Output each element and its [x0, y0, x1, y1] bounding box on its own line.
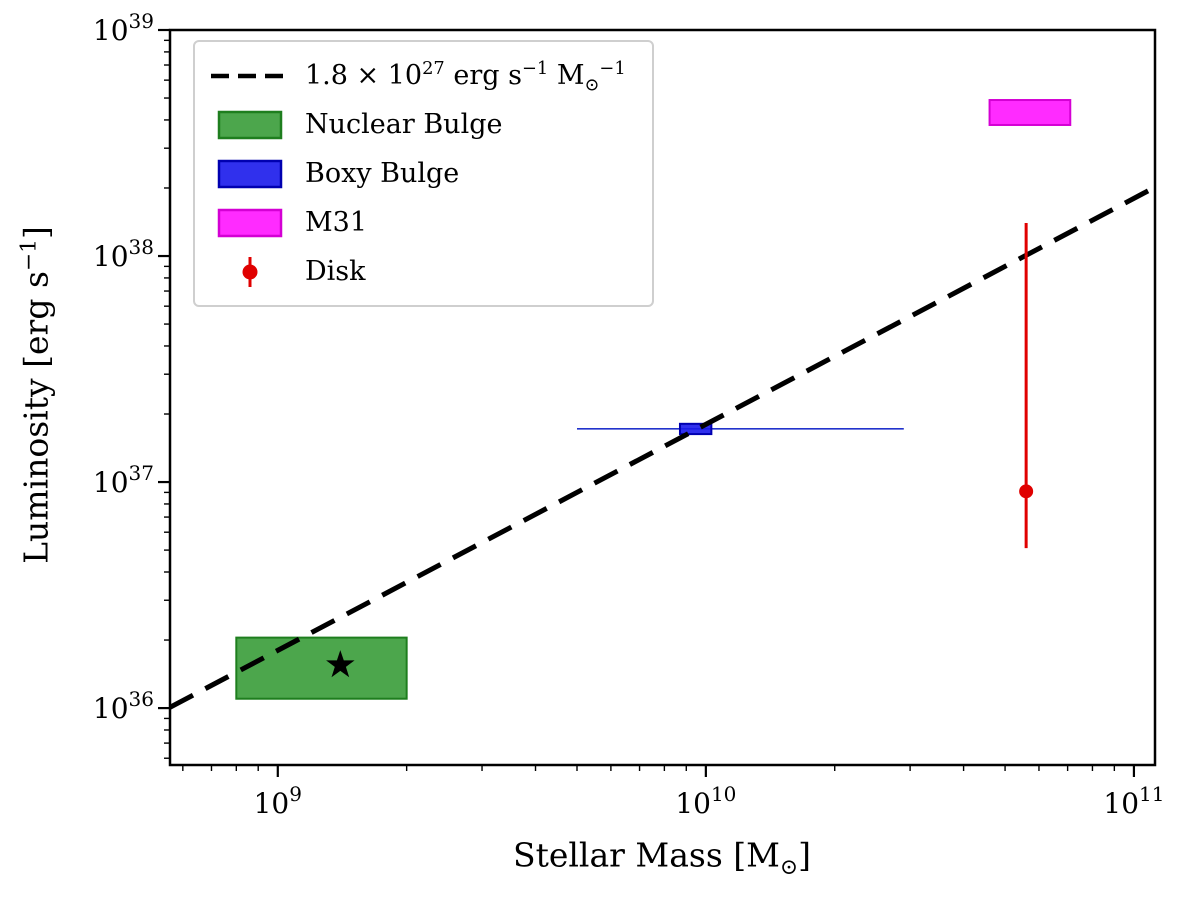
- legend-item: M31: [209, 199, 626, 246]
- legend-item: Nuclear Bulge: [209, 101, 626, 148]
- y-tick-label: 1039: [93, 9, 154, 47]
- y-tick-label: 1037: [93, 461, 154, 499]
- errorbar-point-swatch: [209, 254, 291, 290]
- legend: 1.8 × 1027 erg s−1 M⊙−1 Nuclear Bulge Boxy…: [193, 40, 654, 307]
- m31-box: [988, 99, 1072, 126]
- legend-label: Boxy Bulge: [305, 158, 460, 189]
- reference-line: [168, 184, 1157, 710]
- x-tick-label: 1010: [675, 782, 736, 820]
- legend-label: Disk: [305, 256, 366, 287]
- disk-point: [1019, 484, 1034, 499]
- x-tick-label: 109: [254, 782, 302, 820]
- legend-item: Boxy Bulge: [209, 150, 626, 197]
- legend-label: Nuclear Bulge: [305, 109, 503, 140]
- y-tick-label: 1036: [93, 687, 154, 725]
- legend-label: M31: [305, 207, 368, 238]
- x-tick-label: 1011: [1103, 782, 1164, 820]
- patch-swatch: [209, 156, 291, 192]
- x-axis-label: Stellar Mass [M⊙]: [512, 835, 812, 881]
- legend-label: 1.8 × 1027 erg s−1 M⊙−1: [305, 58, 626, 96]
- boxy-bulge-box: [678, 422, 713, 436]
- dashed-line-swatch: [209, 58, 291, 94]
- y-axis-label: Luminosity [erg s−1]: [16, 226, 56, 564]
- nuclear-bulge-box: [235, 636, 408, 700]
- y-tick-label: 1038: [93, 235, 154, 273]
- axes-frame: [168, 28, 1157, 767]
- nuclear-bulge-star-marker: [326, 650, 355, 678]
- legend-item: Disk: [209, 248, 626, 295]
- patch-swatch: [209, 205, 291, 241]
- patch-swatch: [209, 107, 291, 143]
- legend-item: 1.8 × 1027 erg s−1 M⊙−1: [209, 52, 626, 99]
